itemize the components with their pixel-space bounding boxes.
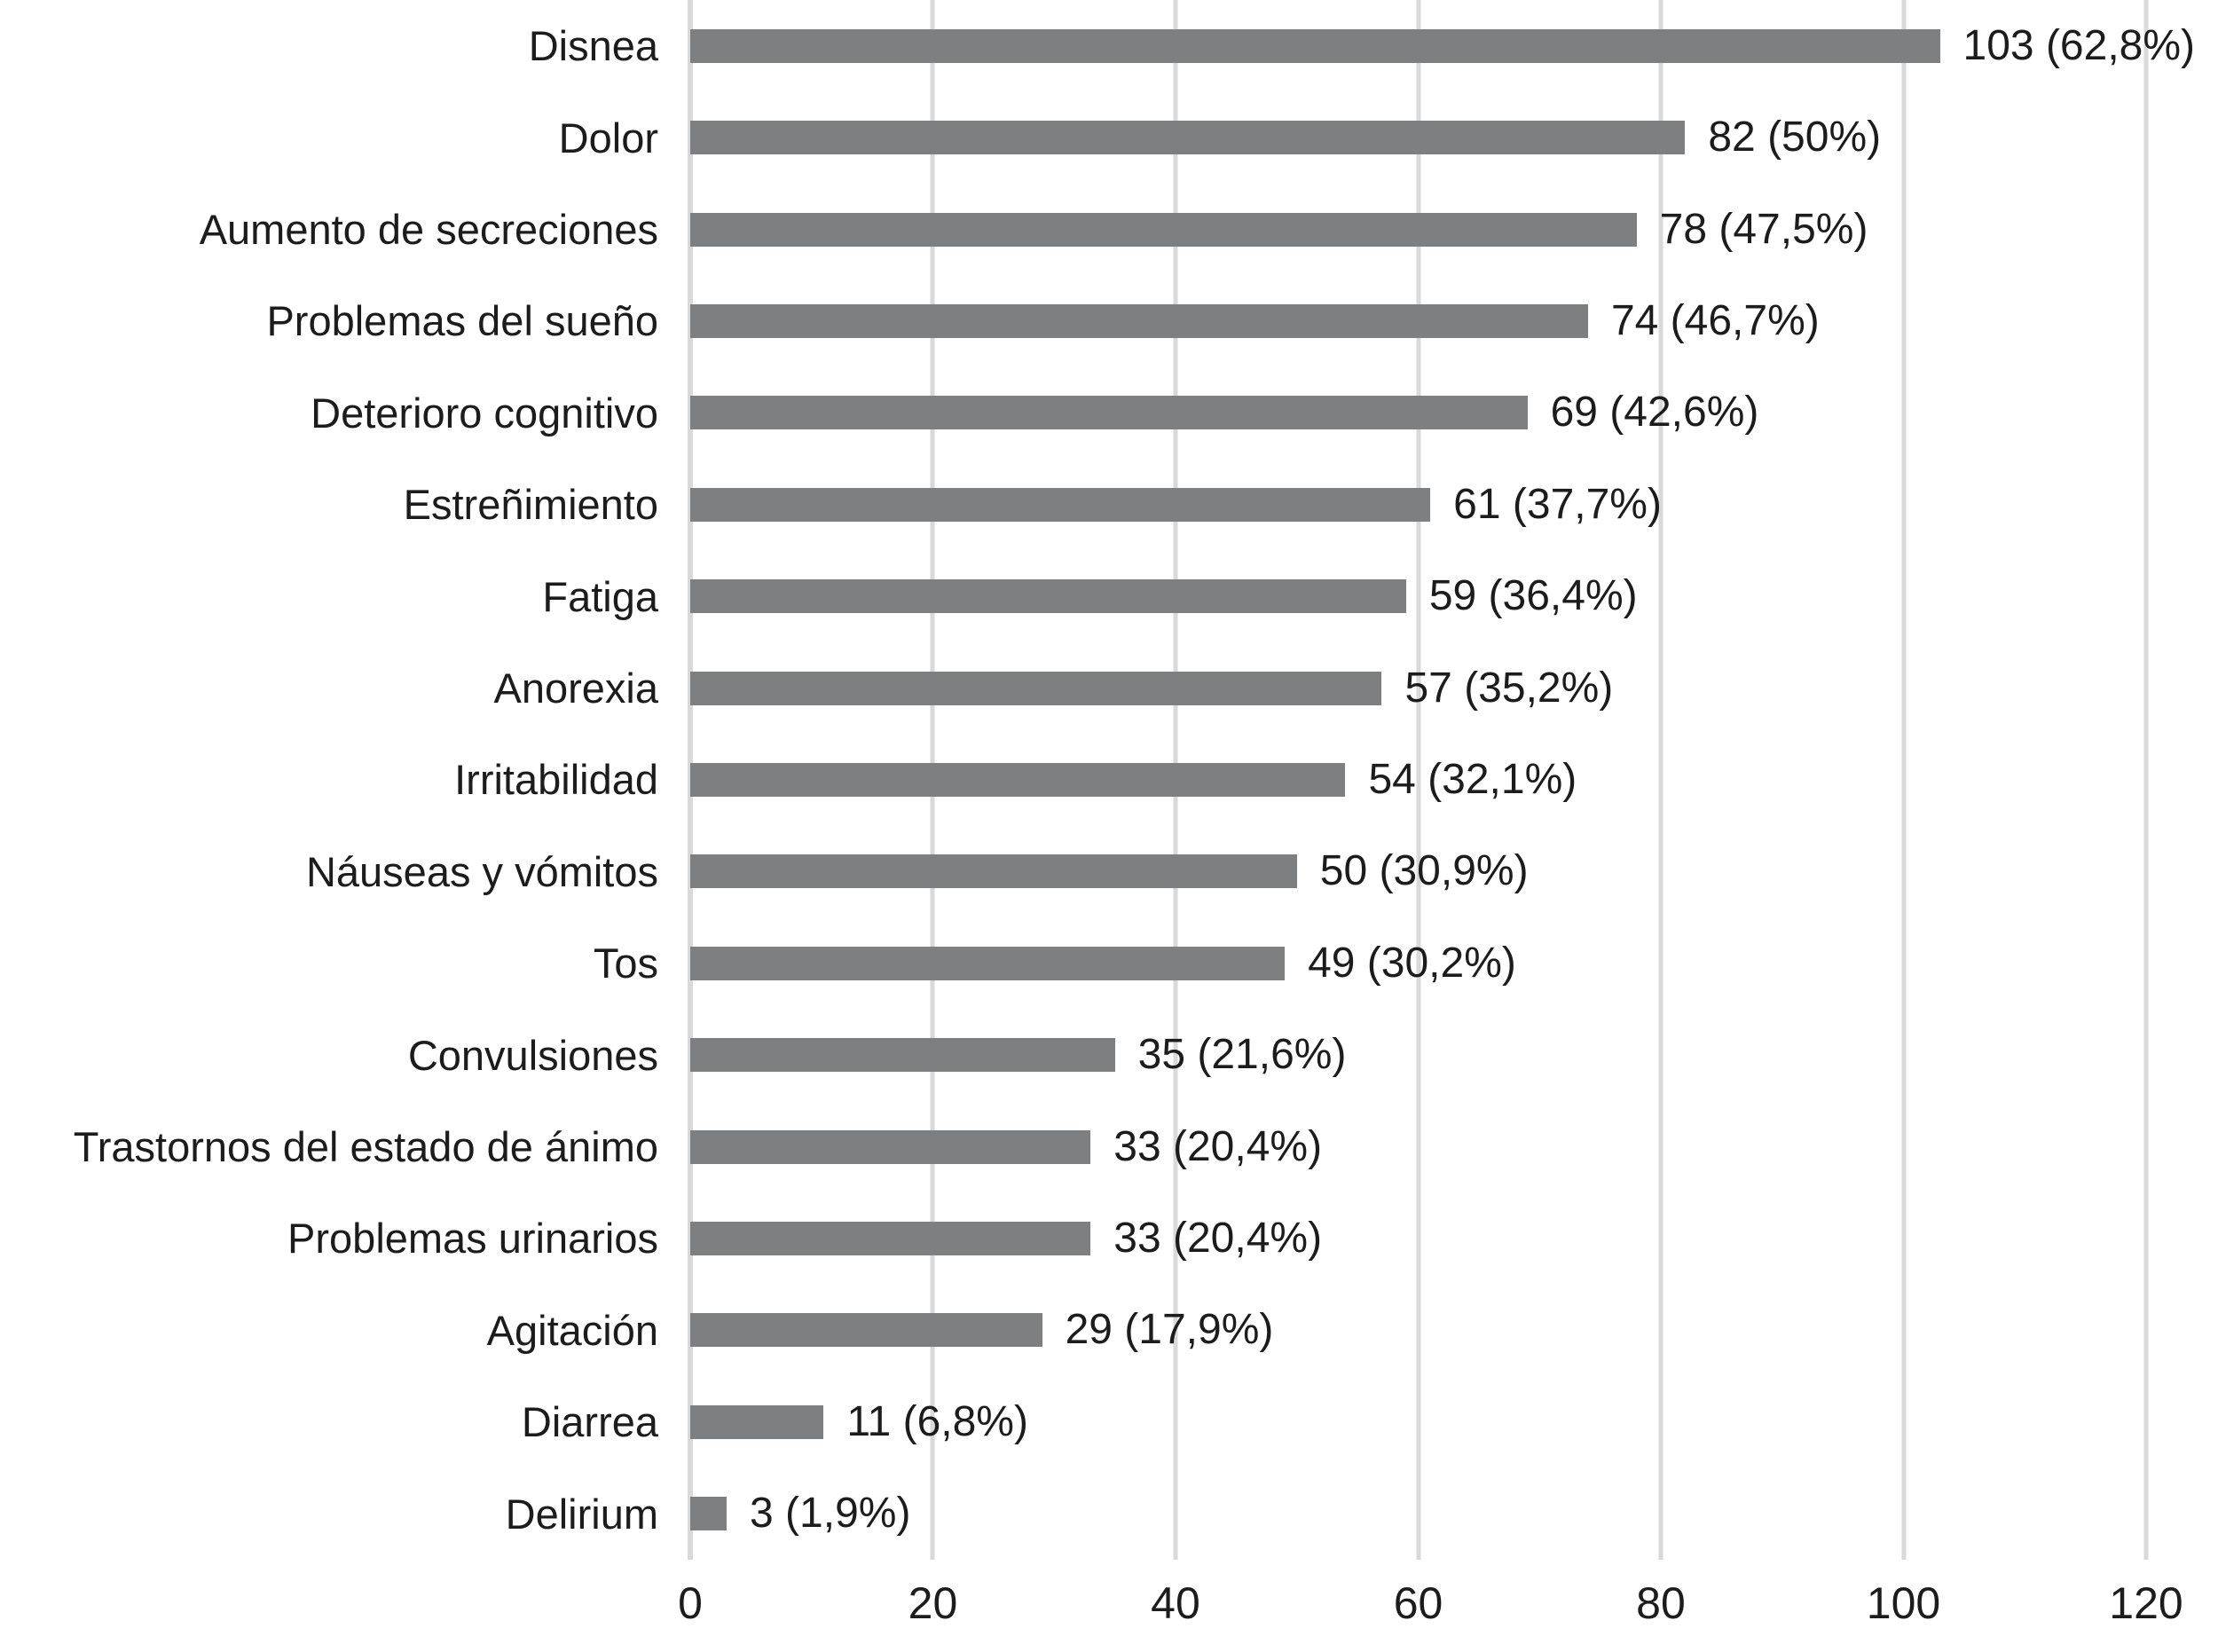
bar-row: 61 (37,7%) xyxy=(690,459,2146,550)
category-label: Problemas del sueño xyxy=(266,297,658,345)
x-tick-label: 40 xyxy=(1151,1578,1200,1628)
value-label: 74 (46,7%) xyxy=(1610,296,1820,344)
bar-row: 103 (62,8%) xyxy=(690,0,2195,91)
bar xyxy=(690,487,1431,522)
x-tick-label: 60 xyxy=(1393,1578,1443,1628)
bar-row: 33 (20,4%) xyxy=(690,1101,2146,1192)
bar-row: 82 (50%) xyxy=(690,91,2146,183)
value-label: 33 (20,4%) xyxy=(1113,1122,1323,1170)
plot-area: 103 (62,8%) 82 (50%) 78 (47,5%) 74 (46,7%) 6… xyxy=(688,0,2195,1560)
category-labels: Disnea Dolor Aumento de secreciones Problem… xyxy=(0,0,674,1560)
category-label: Trastornos del estado de ánimo xyxy=(73,1123,658,1171)
bar xyxy=(690,579,1406,614)
category-label: Deterioro cognitivo xyxy=(311,389,658,437)
category-label: Dolor xyxy=(558,114,658,161)
bar-rows: 103 (62,8%) 82 (50%) 78 (47,5%) 74 (46,7%) 6… xyxy=(690,0,2195,1560)
value-label: 50 (30,9%) xyxy=(1319,847,1529,895)
bar-row: 74 (46,7%) xyxy=(690,275,2146,366)
bar-row: 29 (17,9%) xyxy=(690,1285,2146,1376)
bar xyxy=(690,1129,1091,1164)
bar xyxy=(690,303,1588,338)
bar-row: 69 (42,6%) xyxy=(690,367,2146,459)
category-label: Irritabilidad xyxy=(454,756,658,804)
value-label: 82 (50%) xyxy=(1708,114,1882,161)
gridline xyxy=(2143,0,2149,1560)
bar-row: 35 (21,6%) xyxy=(690,1009,2146,1100)
bar xyxy=(690,762,1346,797)
value-label: 57 (35,2%) xyxy=(1404,664,1614,712)
gridline xyxy=(1658,0,1664,1560)
bar xyxy=(690,121,1686,155)
bar-row: 54 (32,1%) xyxy=(690,734,2146,825)
bar xyxy=(690,1497,728,1531)
category-label: Tos xyxy=(593,940,658,987)
category-label: Agitación xyxy=(486,1306,658,1354)
value-label: 49 (30,2%) xyxy=(1308,939,1516,987)
value-label: 29 (17,9%) xyxy=(1065,1306,1274,1354)
category-label: Aumento de secreciones xyxy=(199,206,658,254)
bar xyxy=(690,854,1297,889)
bar xyxy=(690,396,1528,430)
bar xyxy=(690,1404,824,1439)
bar-row: 78 (47,5%) xyxy=(690,184,2146,275)
bar-row: 33 (20,4%) xyxy=(690,1192,2146,1284)
category-label: Diarrea xyxy=(521,1398,658,1446)
bar xyxy=(690,946,1286,980)
bar-row: 57 (35,2%) xyxy=(690,642,2146,734)
bar-row: 49 (30,2%) xyxy=(690,917,2146,1009)
category-label: Náuseas y vómitos xyxy=(305,847,658,895)
bar-row: 50 (30,9%) xyxy=(690,826,2146,917)
bar-row: 59 (36,4%) xyxy=(690,550,2146,641)
category-label: Disnea xyxy=(528,22,658,70)
x-tick-label: 80 xyxy=(1636,1578,1686,1628)
bar xyxy=(690,28,1940,63)
value-label: 103 (62,8%) xyxy=(1962,21,2196,69)
bar-row: 11 (6,8%) xyxy=(690,1376,2146,1467)
category-label: Convulsiones xyxy=(407,1031,658,1079)
bar xyxy=(690,1038,1115,1073)
value-label: 59 (36,4%) xyxy=(1428,572,1638,620)
category-label: Anorexia xyxy=(493,665,659,712)
value-label: 11 (6,8%) xyxy=(846,1397,1028,1445)
value-label: 78 (47,5%) xyxy=(1659,205,1868,253)
value-label: 3 (1,9%) xyxy=(750,1490,911,1538)
gridline xyxy=(1416,0,1420,1560)
bar xyxy=(690,1221,1091,1255)
x-tick-label: 20 xyxy=(908,1578,958,1628)
bar xyxy=(690,1313,1042,1348)
value-label: 35 (21,6%) xyxy=(1137,1031,1347,1079)
bar xyxy=(690,671,1382,705)
value-label: 54 (32,1%) xyxy=(1368,755,1577,803)
value-label: 33 (20,4%) xyxy=(1113,1214,1323,1262)
bar-row: 3 (1,9%) xyxy=(690,1468,2146,1560)
value-label: 69 (42,6%) xyxy=(1550,389,1759,437)
category-label: Estreñimiento xyxy=(403,481,658,529)
gridline xyxy=(1901,0,1906,1560)
category-label: Problemas urinarios xyxy=(287,1215,658,1263)
x-axis: 0 20 40 60 80 100 120 xyxy=(678,1572,2183,1652)
value-label: 61 (37,7%) xyxy=(1453,480,1662,528)
bar xyxy=(690,212,1637,247)
x-tick-label: 0 xyxy=(678,1578,703,1628)
x-tick-label: 100 xyxy=(1866,1578,1941,1628)
x-tick-label: 120 xyxy=(2109,1578,2183,1628)
category-label: Fatiga xyxy=(542,572,658,620)
category-label: Delirium xyxy=(505,1490,658,1538)
